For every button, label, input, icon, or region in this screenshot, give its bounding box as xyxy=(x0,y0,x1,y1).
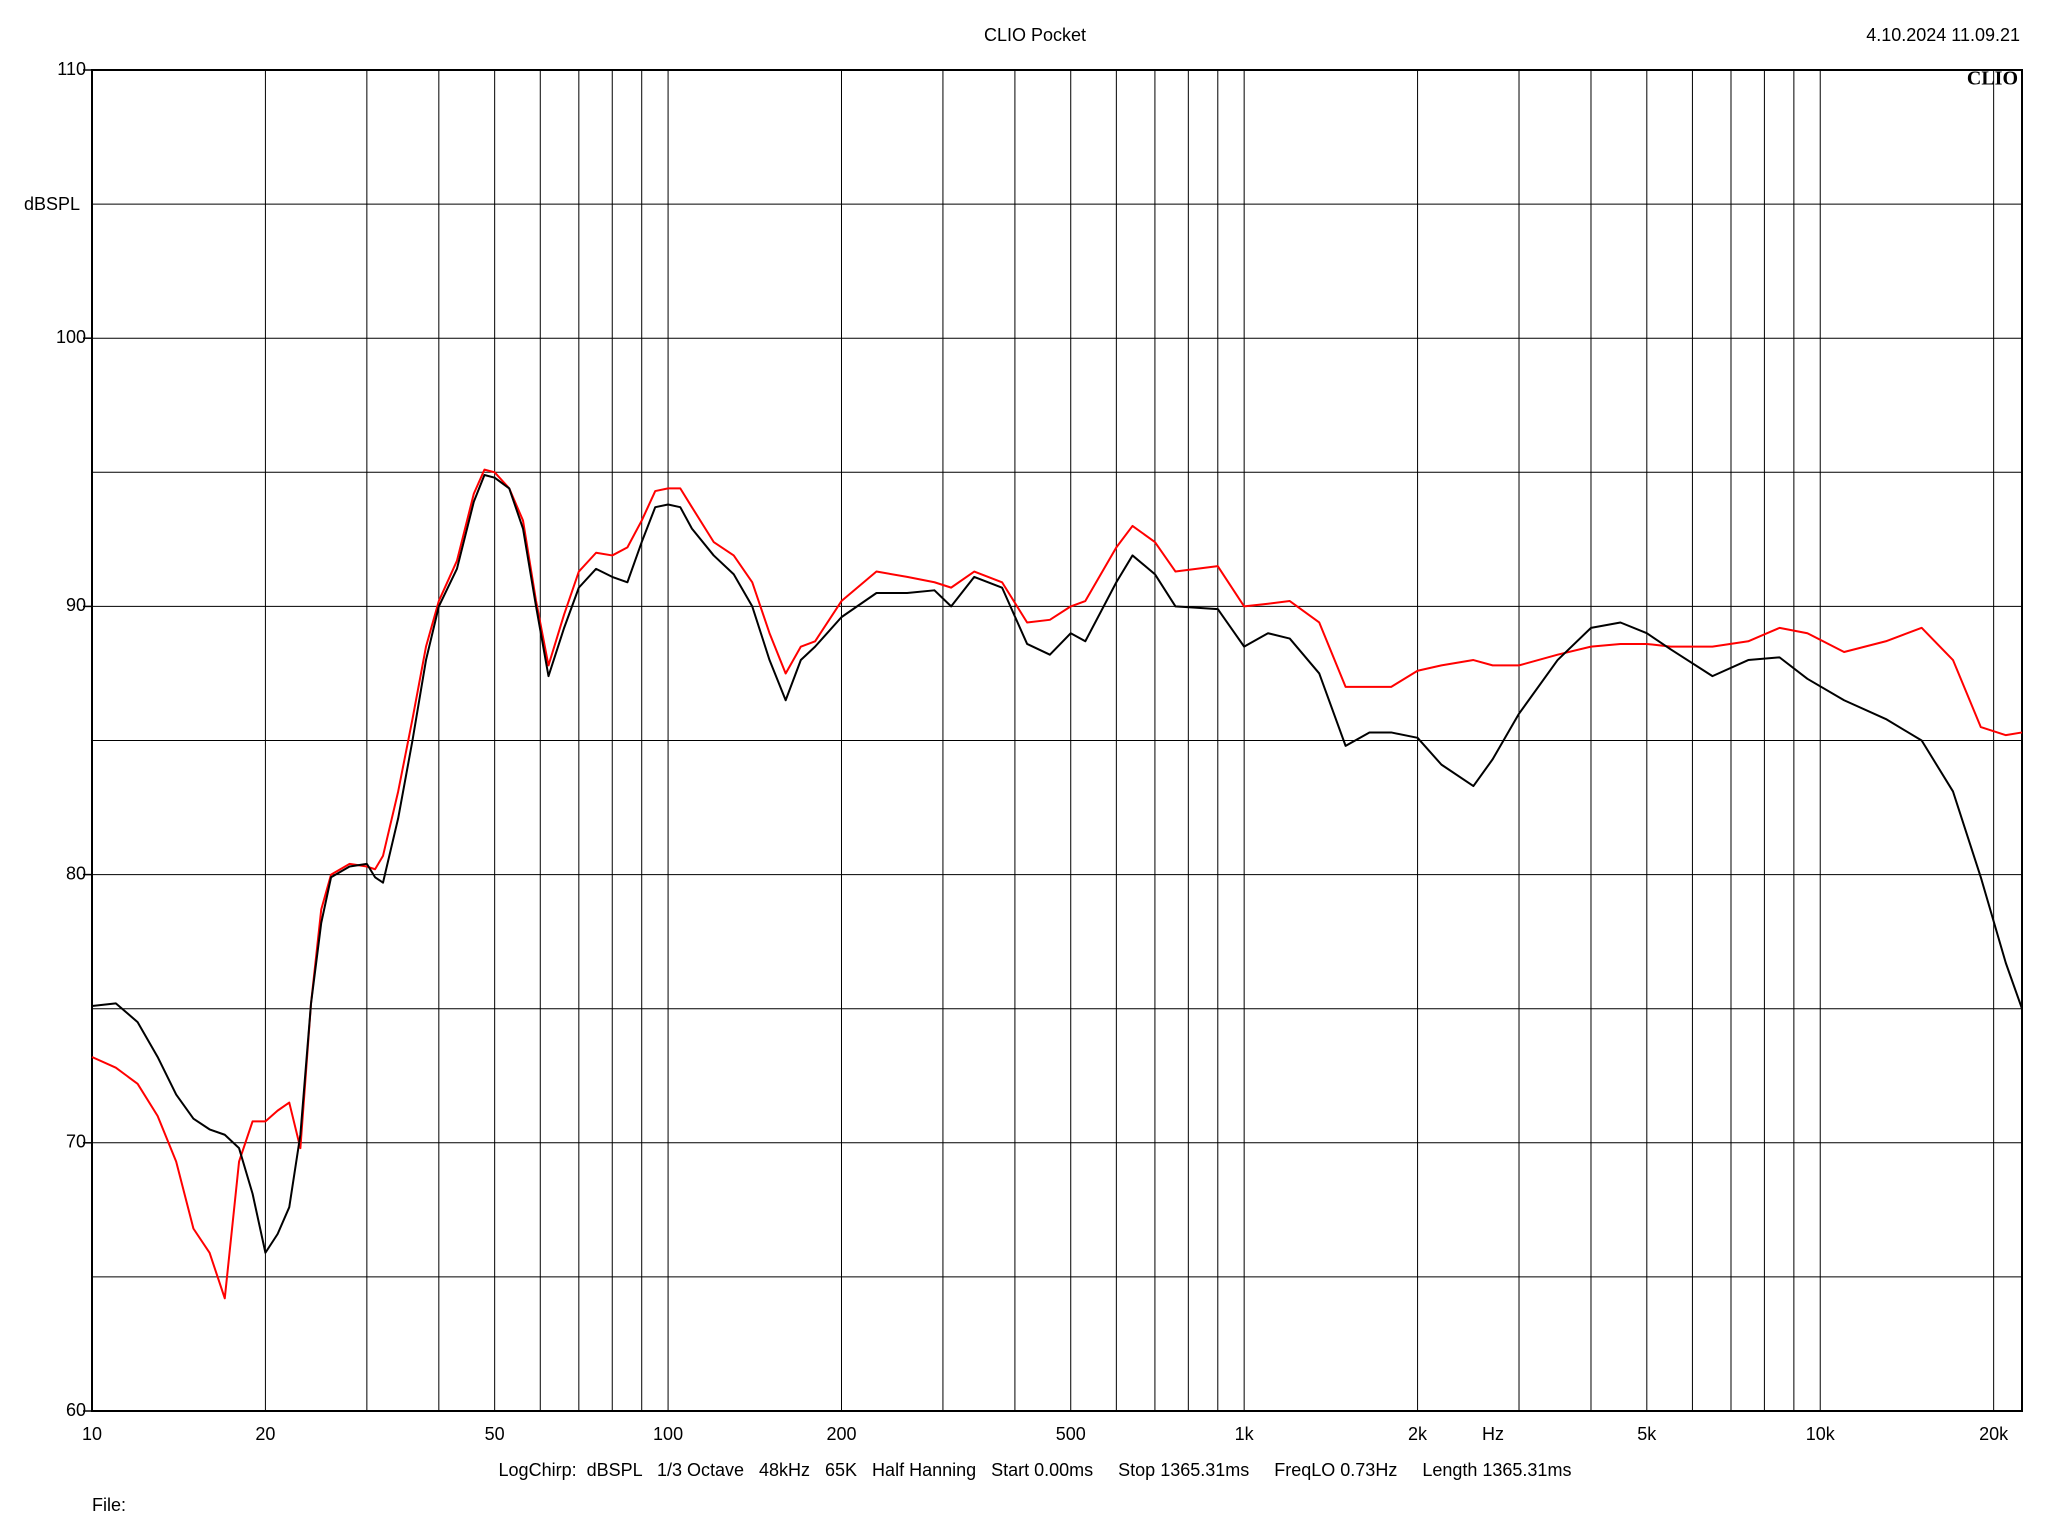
x-tick-label: 2k xyxy=(1408,1424,1428,1444)
y-tick-label: 90 xyxy=(66,595,86,615)
x-tick-label: 1k xyxy=(1235,1424,1255,1444)
logo: CLIO xyxy=(1967,68,2018,90)
footer: LogChirp: dBSPL 1/3 Octave 48kHz 65K Hal… xyxy=(499,1460,1572,1480)
x-tick-label: 10 xyxy=(82,1424,102,1444)
y-tick-label: 110 xyxy=(57,59,86,79)
x-tick-label: 500 xyxy=(1056,1424,1086,1444)
data-line xyxy=(91,468,2023,1300)
x-axis-label: Hz xyxy=(1482,1424,1504,1444)
y-axis-label: dBSPL xyxy=(24,194,80,214)
x-tick-label: 100 xyxy=(653,1424,683,1444)
x-tick-label: 200 xyxy=(826,1424,856,1444)
y-tick-label: 60 xyxy=(66,1400,86,1420)
x-tick-label: 10k xyxy=(1806,1424,1836,1444)
timestamp: 4.10.2024 11.09.21 xyxy=(1866,25,2020,45)
x-tick-label: 20 xyxy=(255,1424,275,1444)
y-tick-label: 70 xyxy=(66,1132,86,1152)
x-tick-label: 50 xyxy=(485,1424,505,1444)
x-tick-label: 5k xyxy=(1637,1424,1657,1444)
y-tick-label: 100 xyxy=(56,327,86,347)
chart-title: CLIO Pocket xyxy=(984,25,1086,45)
file-label: File: xyxy=(92,1495,126,1515)
y-tick-label: 80 xyxy=(66,863,86,883)
data-line xyxy=(91,473,2023,1254)
x-tick-label: 20k xyxy=(1979,1424,2009,1444)
plot-frame xyxy=(91,69,2023,1412)
